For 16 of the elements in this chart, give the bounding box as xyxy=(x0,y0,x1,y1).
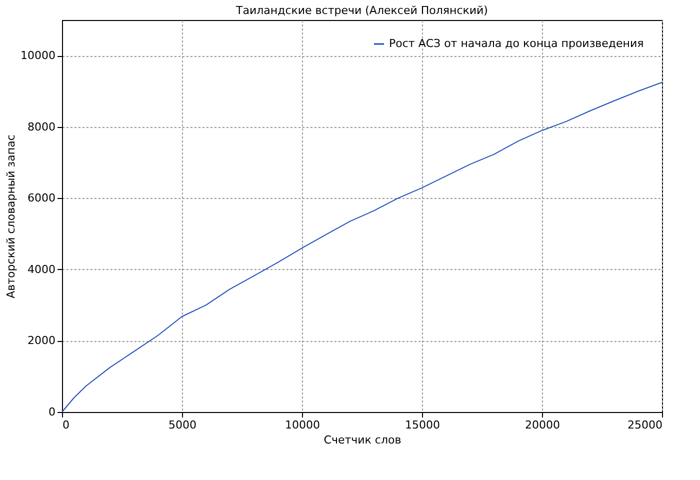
y-tick-label: 6000 xyxy=(28,192,56,205)
y-tick-label: 8000 xyxy=(28,120,56,134)
x-tick-label: 5000 xyxy=(168,418,196,432)
y-tick-label: 2000 xyxy=(28,334,56,348)
y-tick-label: 0 xyxy=(48,406,56,418)
x-axis-title: Счетчик слов xyxy=(324,434,402,446)
y-tick-label: 4000 xyxy=(28,262,56,276)
chart-title: Таиландские встречи (Алексей Полянский) xyxy=(235,4,488,17)
x-tick-label: 10000 xyxy=(285,418,320,432)
x-tick-label: 0 xyxy=(62,418,70,432)
y-tick-label: 10000 xyxy=(20,49,56,62)
x-tick-label: 25000 xyxy=(628,418,662,432)
x-tick-label: 20000 xyxy=(525,418,560,432)
legend-label: Рост АСЗ от начала до конца произведения xyxy=(389,37,644,50)
x-tick-label: 15000 xyxy=(405,418,440,432)
y-axis-title: Авторский словарный запас xyxy=(4,134,18,298)
